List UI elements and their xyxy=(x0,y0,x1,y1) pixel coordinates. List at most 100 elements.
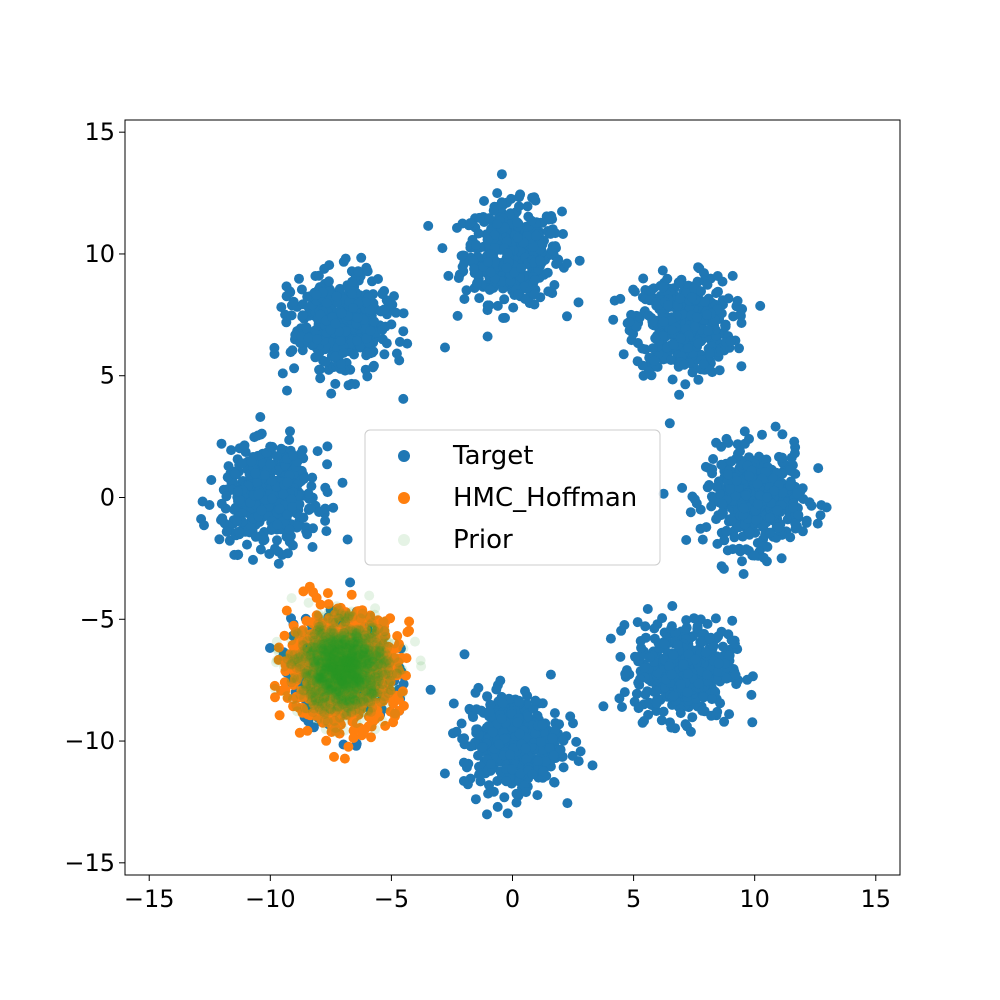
point-target xyxy=(762,492,773,503)
point-target xyxy=(484,213,495,224)
point-prior xyxy=(390,708,400,719)
point-target xyxy=(638,273,649,284)
point-target xyxy=(752,499,763,510)
point-target xyxy=(723,469,733,480)
point-target xyxy=(738,503,749,514)
point-target xyxy=(286,310,297,321)
point-target xyxy=(758,552,769,563)
point-target xyxy=(675,333,686,344)
point-target xyxy=(514,696,525,707)
point-target xyxy=(724,709,735,720)
point-target xyxy=(659,638,670,649)
point-target xyxy=(303,333,314,343)
point-target xyxy=(702,325,713,336)
point-target xyxy=(708,454,719,464)
point-target xyxy=(259,469,270,480)
point-target xyxy=(702,309,712,320)
point-target xyxy=(237,458,247,469)
point-target xyxy=(502,808,513,819)
series-target xyxy=(425,649,598,820)
point-target xyxy=(681,615,692,626)
point-target xyxy=(672,639,683,650)
point-target xyxy=(632,356,643,367)
point-target xyxy=(255,412,266,422)
point-target xyxy=(761,454,772,465)
point-target xyxy=(571,736,582,747)
point-target xyxy=(643,366,654,377)
point-target xyxy=(398,308,409,319)
point-target xyxy=(739,426,750,437)
point-target xyxy=(321,298,332,308)
point-target xyxy=(587,760,598,771)
point-target xyxy=(284,435,295,445)
point-target xyxy=(698,359,709,370)
point-target xyxy=(520,686,530,696)
point-target xyxy=(713,666,723,677)
point-hmc-hoffman xyxy=(343,741,354,752)
point-target xyxy=(484,780,494,791)
point-target xyxy=(667,601,678,611)
point-target xyxy=(365,325,376,336)
point-target xyxy=(352,312,363,323)
point-target xyxy=(284,286,295,297)
point-target xyxy=(472,278,482,289)
point-target xyxy=(773,522,784,533)
point-target xyxy=(598,701,609,712)
point-target xyxy=(288,296,299,307)
point-target xyxy=(391,348,402,359)
point-target xyxy=(734,343,744,354)
point-target xyxy=(706,694,717,705)
point-target xyxy=(788,502,799,513)
point-target xyxy=(440,342,450,353)
point-target xyxy=(812,518,823,529)
point-target xyxy=(675,679,686,690)
point-target xyxy=(735,446,745,457)
point-target xyxy=(718,641,728,652)
point-target xyxy=(804,497,815,508)
point-target xyxy=(723,293,734,304)
point-target xyxy=(443,270,454,281)
point-target xyxy=(307,542,318,552)
point-target xyxy=(699,268,709,279)
point-target xyxy=(214,534,225,545)
point-target xyxy=(712,706,723,717)
point-target xyxy=(644,697,655,708)
points-layer xyxy=(196,169,832,820)
point-target xyxy=(719,535,730,546)
point-hmc-hoffman xyxy=(348,733,359,743)
point-target xyxy=(340,253,351,264)
point-target xyxy=(493,739,504,750)
point-target xyxy=(713,631,724,642)
point-target xyxy=(535,255,546,266)
point-target xyxy=(675,708,686,719)
point-target xyxy=(226,445,237,456)
point-target xyxy=(729,532,740,543)
point-target xyxy=(282,477,293,488)
point-target xyxy=(233,486,243,497)
point-target xyxy=(470,687,481,698)
point-target xyxy=(631,688,642,699)
point-target xyxy=(790,468,801,479)
point-target xyxy=(651,686,662,697)
point-target xyxy=(264,549,275,559)
point-target xyxy=(693,374,704,385)
point-target xyxy=(683,343,694,353)
point-target xyxy=(423,220,434,231)
point-target xyxy=(272,535,282,546)
point-target xyxy=(620,668,631,679)
point-target xyxy=(512,232,523,243)
point-target xyxy=(320,515,331,526)
point-target xyxy=(644,652,655,663)
point-target xyxy=(315,373,326,384)
point-target xyxy=(732,295,743,306)
point-target xyxy=(287,502,297,513)
point-hmc-hoffman xyxy=(321,735,332,746)
point-target xyxy=(575,746,586,757)
point-target xyxy=(714,365,725,376)
point-target xyxy=(508,302,519,313)
point-target xyxy=(256,505,267,516)
point-target xyxy=(574,255,585,266)
point-target xyxy=(678,659,689,670)
point-target xyxy=(697,705,708,716)
point-target xyxy=(666,722,677,733)
